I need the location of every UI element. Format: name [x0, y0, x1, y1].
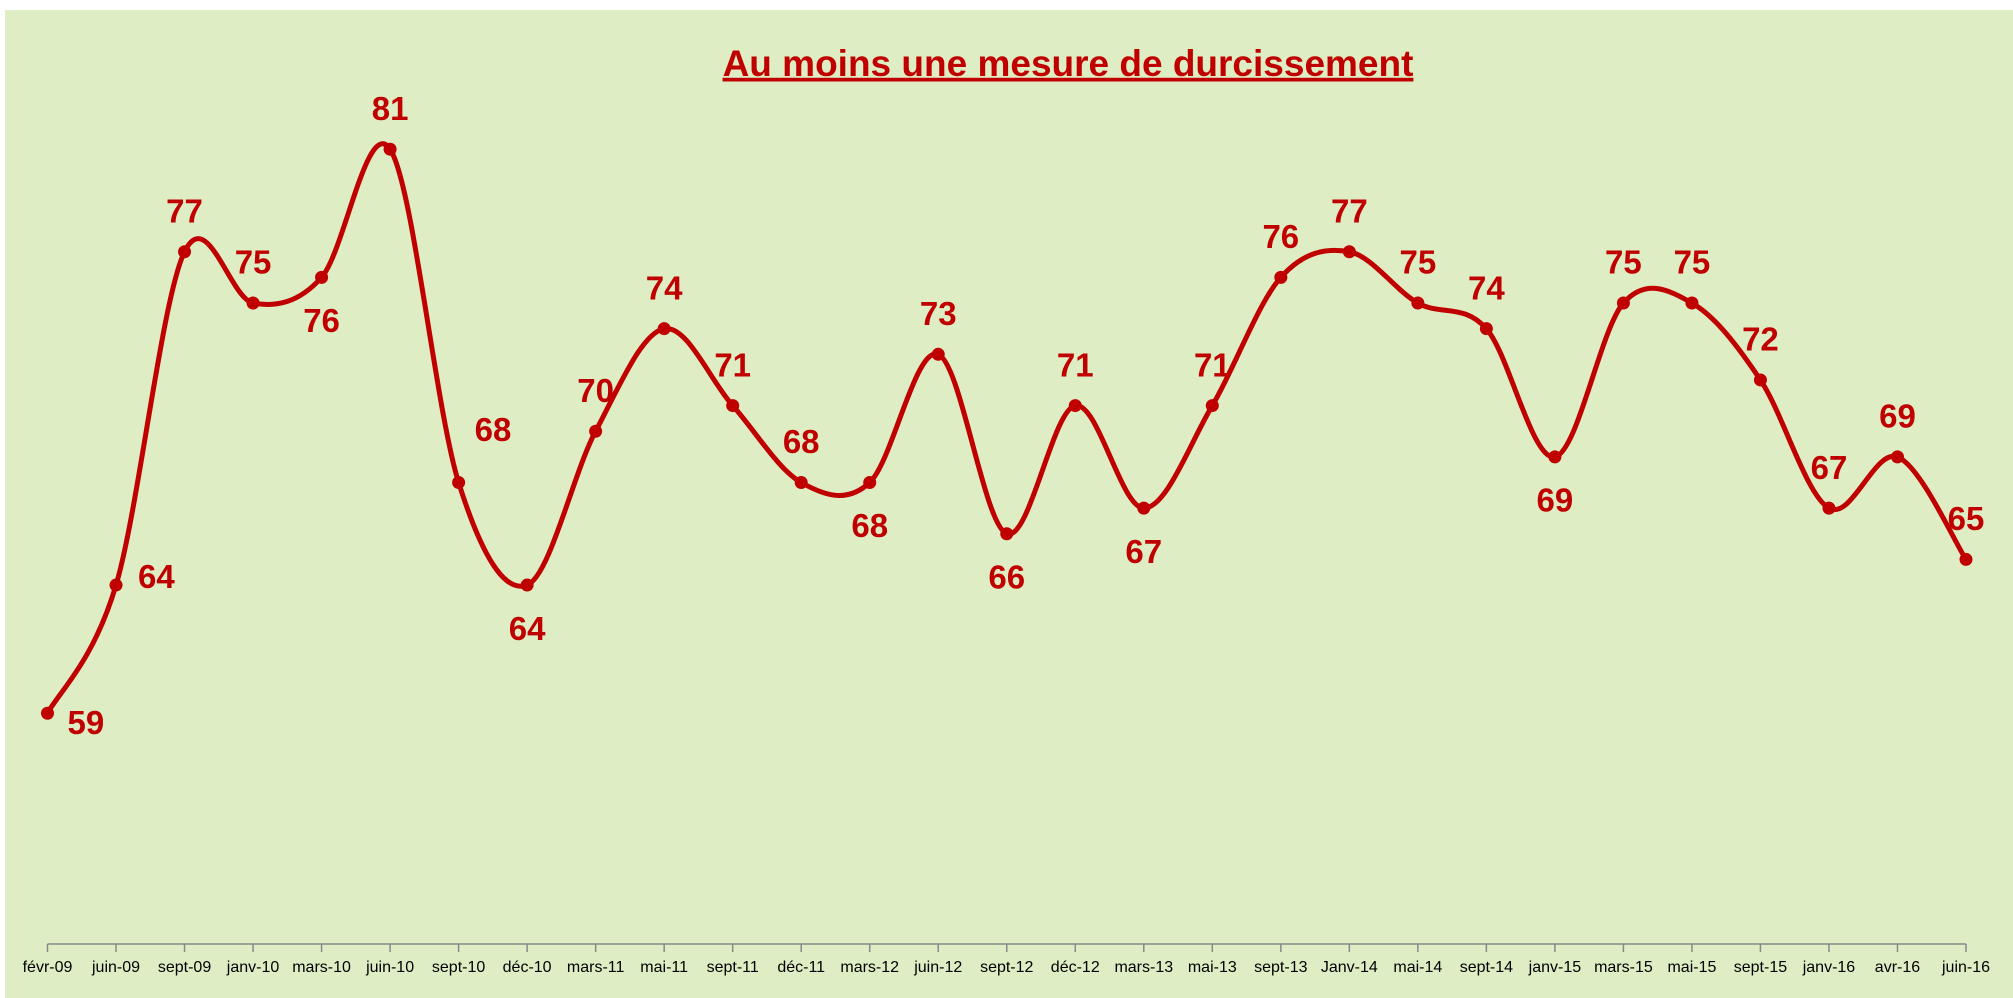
data-label: 76 — [1262, 218, 1299, 255]
marker — [589, 424, 603, 438]
data-label: 76 — [303, 302, 340, 339]
data-label: 64 — [509, 610, 546, 647]
x-tick-label: juin-12 — [913, 959, 962, 976]
marker — [1205, 399, 1219, 413]
data-label: 75 — [235, 244, 272, 281]
x-tick-label: mars-15 — [1594, 959, 1653, 976]
x-tick-label: sept-13 — [1254, 959, 1307, 976]
data-label: 75 — [1399, 244, 1436, 281]
marker — [1137, 501, 1151, 515]
x-tick-label: mai-13 — [1188, 959, 1237, 976]
data-label: 73 — [920, 295, 957, 332]
x-tick-label: juin-16 — [1941, 959, 1990, 976]
x-tick-label: sept-10 — [432, 959, 485, 976]
chart-area — [5, 10, 2013, 998]
data-label: 72 — [1742, 321, 1779, 358]
x-tick-label: mai-15 — [1667, 959, 1716, 976]
data-label: 68 — [851, 507, 888, 544]
data-label: 81 — [372, 90, 409, 127]
marker — [1890, 450, 1904, 464]
data-label: 74 — [1468, 269, 1505, 306]
marker — [1000, 527, 1014, 541]
marker — [657, 322, 671, 336]
x-tick-label: mars-11 — [567, 959, 625, 976]
x-tick-label: Janv-14 — [1321, 959, 1378, 976]
data-label: 77 — [1331, 192, 1368, 229]
x-tick-label: sept-15 — [1734, 959, 1787, 976]
x-tick-label: sept-11 — [707, 959, 759, 976]
data-label: 68 — [783, 423, 820, 460]
data-label: 65 — [1948, 500, 1985, 537]
data-label: 67 — [1811, 449, 1848, 486]
data-label: 69 — [1537, 482, 1574, 519]
x-tick-label: déc-12 — [1051, 959, 1100, 976]
marker — [1753, 373, 1767, 387]
x-tick-label: sept-12 — [980, 959, 1033, 976]
x-tick-label: févr-09 — [23, 959, 73, 976]
x-tick-label: juin-09 — [91, 959, 140, 976]
x-tick-label: mars-13 — [1114, 959, 1173, 976]
marker — [1411, 296, 1425, 310]
marker — [1479, 322, 1493, 336]
x-tick-label: mai-11 — [640, 959, 688, 976]
marker — [109, 578, 123, 592]
data-label: 69 — [1879, 398, 1916, 435]
x-tick-label: mars-12 — [840, 959, 899, 976]
marker — [1068, 399, 1082, 413]
data-label: 66 — [988, 558, 1025, 595]
data-label: 71 — [1057, 346, 1094, 383]
marker — [520, 578, 534, 592]
data-label: 64 — [138, 558, 175, 595]
x-tick-label: sept-09 — [158, 959, 211, 976]
x-tick-label: déc-10 — [503, 959, 552, 976]
x-tick-label: janv-16 — [1802, 959, 1856, 976]
marker — [1685, 296, 1699, 310]
data-label: 59 — [68, 704, 105, 741]
data-label: 74 — [646, 269, 683, 306]
data-label: 68 — [475, 411, 512, 448]
x-tick-label: mai-14 — [1393, 959, 1442, 976]
data-label: 70 — [577, 372, 614, 409]
data-label: 71 — [1194, 346, 1231, 383]
marker — [931, 347, 945, 361]
marker — [1822, 501, 1836, 515]
x-tick-label: avr-16 — [1875, 959, 1920, 976]
x-tick-label: mars-10 — [292, 959, 351, 976]
marker — [726, 399, 740, 413]
marker — [1616, 296, 1630, 310]
x-tick-label: janv-10 — [226, 959, 280, 976]
marker — [383, 142, 397, 156]
marker — [863, 476, 877, 489]
marker — [1342, 245, 1356, 259]
marker — [794, 476, 808, 489]
data-label: 71 — [714, 346, 751, 383]
marker — [1274, 270, 1288, 284]
data-label: 77 — [166, 192, 203, 229]
marker — [315, 270, 329, 284]
data-label: 75 — [1674, 244, 1711, 281]
marker — [1548, 450, 1562, 464]
data-label: 67 — [1125, 533, 1162, 570]
x-tick-label: juin-10 — [365, 959, 414, 976]
chart-title: Au moins une mesure de durcissement — [723, 43, 1414, 84]
x-tick-label: sept-14 — [1460, 959, 1513, 976]
data-label: 75 — [1605, 244, 1642, 281]
marker — [41, 706, 54, 720]
marker — [1959, 552, 1973, 566]
x-tick-label: déc-11 — [777, 959, 825, 976]
x-tick-label: janv-15 — [1528, 959, 1582, 976]
marker — [178, 245, 192, 259]
marker — [452, 476, 466, 489]
marker — [246, 296, 260, 310]
